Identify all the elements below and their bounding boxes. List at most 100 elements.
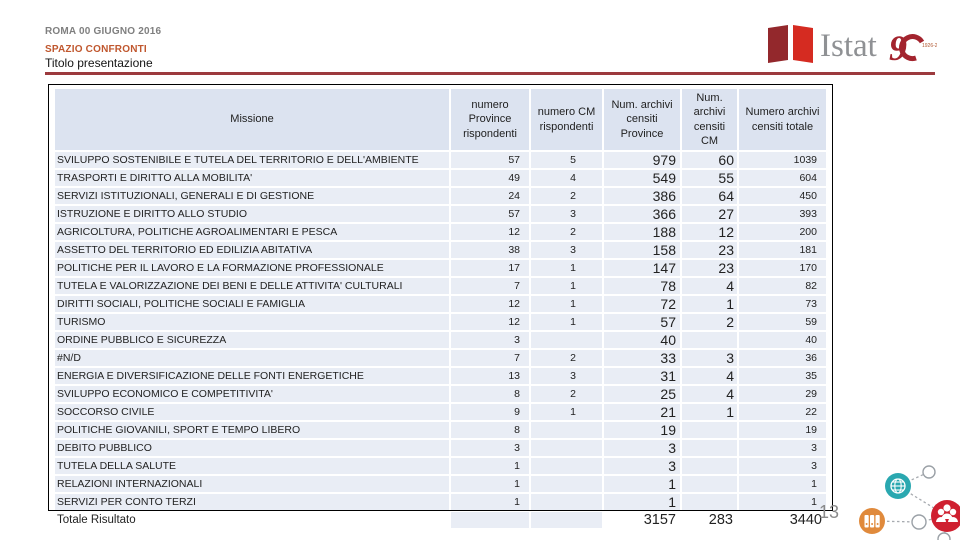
value-cell: 1: [682, 296, 737, 312]
table-row: POLITICHE PER IL LAVORO E LA FORMAZIONE …: [55, 260, 826, 276]
network-node: [911, 514, 927, 530]
mission-cell: ORDINE PUBBLICO E SICUREZZA: [55, 332, 449, 348]
value-cell: 3: [531, 206, 602, 222]
table-row: SOCCORSO CIVILE 9 1 21 1 22: [55, 404, 826, 420]
page-number: 13: [819, 502, 840, 522]
header-divider: [45, 72, 935, 75]
slide-header: ROMA 00 GIUGNO 2016 SPAZIO CONFRONTI Tit…: [45, 26, 161, 70]
mission-cell: POLITICHE GIOVANILI, SPORT E TEMPO LIBER…: [55, 422, 449, 438]
table-row: DIRITTI SOCIALI, POLITICHE SOCIALI E FAM…: [55, 296, 826, 312]
value-cell: [531, 440, 602, 456]
mission-cell: DEBITO PUBBLICO: [55, 440, 449, 456]
value-cell: 22: [739, 404, 826, 420]
table-row: SVILUPPO ECONOMICO E COMPETITIVITA' 8 2 25 4…: [55, 386, 826, 402]
value-cell: 3: [604, 440, 680, 456]
column-header: Numero archivi censiti totale: [739, 89, 826, 150]
value-cell: 979: [604, 152, 680, 168]
value-cell: 57: [604, 314, 680, 330]
value-cell: 3: [451, 440, 529, 456]
value-cell: 1: [531, 314, 602, 330]
value-cell: 1: [531, 296, 602, 312]
istat-logo-graphic: Istat 9 1926-2016: [768, 25, 946, 68]
value-cell: 12: [682, 224, 737, 240]
value-cell: 366: [604, 206, 680, 222]
value-cell: 3: [451, 332, 529, 348]
value-cell: 23: [682, 260, 737, 276]
table-row: TUTELA DELLA SALUTE 1 3 3: [55, 458, 826, 474]
value-cell: 60: [682, 152, 737, 168]
value-cell: 450: [739, 188, 826, 204]
value-cell: 4: [531, 170, 602, 186]
value-cell: [531, 458, 602, 474]
value-cell: 7: [451, 350, 529, 366]
value-cell: 393: [739, 206, 826, 222]
column-header: Num. archivi censiti Province: [604, 89, 680, 150]
value-cell: 13: [451, 368, 529, 384]
value-cell: [531, 512, 602, 528]
value-cell: 4: [682, 278, 737, 294]
table-header-row: Missione numero Province rispondenti numer…: [55, 89, 826, 150]
value-cell: [682, 458, 737, 474]
value-cell: 158: [604, 242, 680, 258]
value-cell: 3: [682, 350, 737, 366]
value-cell: [682, 476, 737, 492]
value-cell: 12: [451, 224, 529, 240]
column-header: Missione: [55, 89, 449, 150]
table-row: SERVIZI PER CONTO TERZI 1 1 1: [55, 494, 826, 510]
table-row: SVILUPPO SOSTENIBILE E TUTELA DEL TERRIT…: [55, 152, 826, 168]
value-cell: 78: [604, 278, 680, 294]
mission-cell: SERVIZI ISTITUZIONALI, GENERALI E DI GES…: [55, 188, 449, 204]
value-cell: 17: [451, 260, 529, 276]
network-decoration: [845, 455, 960, 545]
value-cell: 4: [682, 368, 737, 384]
value-cell: 25: [604, 386, 680, 402]
value-cell: 3: [531, 242, 602, 258]
value-cell: [682, 494, 737, 510]
value-cell: 147: [604, 260, 680, 276]
value-cell: 35: [739, 368, 826, 384]
value-cell: 12: [451, 296, 529, 312]
value-cell: 170: [739, 260, 826, 276]
value-cell: 21: [604, 404, 680, 420]
value-cell: 24: [451, 188, 529, 204]
table-row: DEBITO PUBBLICO 3 3 3: [55, 440, 826, 456]
column-header: Num. archivi censiti CM: [682, 89, 737, 150]
value-cell: 3157: [604, 512, 680, 528]
value-cell: 27: [682, 206, 737, 222]
logo-anniversary-9: 9: [889, 28, 907, 66]
mission-cell: SERVIZI PER CONTO TERZI: [55, 494, 449, 510]
value-cell: 1: [604, 476, 680, 492]
value-cell: 2: [531, 386, 602, 402]
value-cell: 19: [739, 422, 826, 438]
value-cell: 33: [604, 350, 680, 366]
value-cell: 64: [682, 188, 737, 204]
value-cell: [682, 422, 737, 438]
value-cell: [531, 332, 602, 348]
mission-cell: TURISMO: [55, 314, 449, 330]
eyebrow-label: SPAZIO CONFRONTI: [45, 44, 147, 55]
value-cell: [531, 476, 602, 492]
binders-icon: [859, 508, 885, 534]
value-cell: [531, 422, 602, 438]
mission-cell: SVILUPPO ECONOMICO E COMPETITIVITA': [55, 386, 449, 402]
value-cell: 1: [739, 476, 826, 492]
network-node: [937, 532, 951, 545]
value-cell: [531, 494, 602, 510]
missions-table: Missione numero Province rispondenti numer…: [53, 87, 828, 530]
logo-anniversary-0: [899, 34, 925, 62]
table-row: ASSETTO DEL TERRITORIO ED EDILIZIA ABITA…: [55, 242, 826, 258]
value-cell: 82: [739, 278, 826, 294]
value-cell: 2: [682, 314, 737, 330]
value-cell: 1: [682, 404, 737, 420]
table-row: SERVIZI ISTITUZIONALI, GENERALI E DI GES…: [55, 188, 826, 204]
value-cell: 1039: [739, 152, 826, 168]
table-row: TURISMO 12 1 57 2 59: [55, 314, 826, 330]
mission-cell: ASSETTO DEL TERRITORIO ED EDILIZIA ABITA…: [55, 242, 449, 258]
value-cell: 2: [531, 350, 602, 366]
value-cell: 3440: [739, 512, 826, 528]
total-row: Totale Risultato 3157 283 3440: [55, 512, 826, 528]
mission-cell: TUTELA DELLA SALUTE: [55, 458, 449, 474]
logo-left-page: [768, 25, 788, 63]
logo-anniversary-years: 1926-2016: [922, 43, 937, 49]
value-cell: 73: [739, 296, 826, 312]
